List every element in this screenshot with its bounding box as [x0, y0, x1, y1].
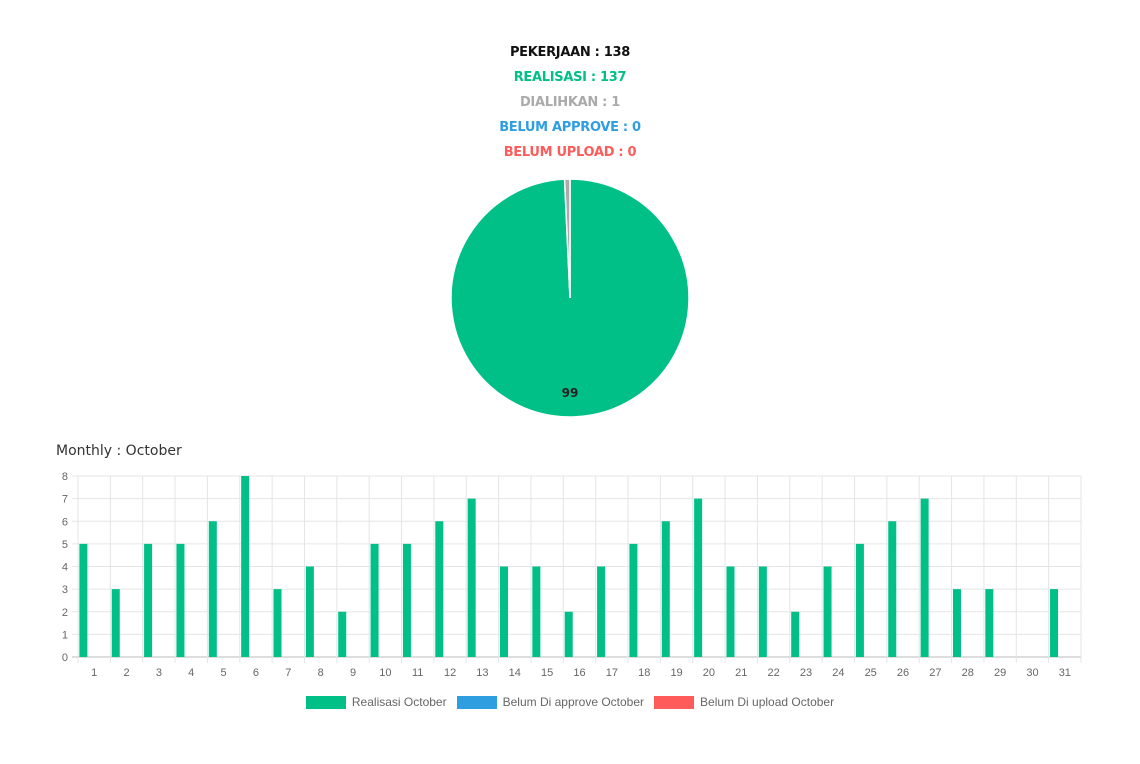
- y-tick-label: 2: [62, 607, 68, 619]
- pie-slice-1[interactable]: [563, 178, 571, 299]
- x-tick-label: 3: [156, 667, 162, 679]
- bar-realisasi-19[interactable]: [661, 521, 670, 657]
- x-tick-label: 8: [318, 667, 324, 679]
- x-tick-label: 25: [865, 667, 877, 679]
- x-tick-label: 1: [91, 667, 97, 679]
- y-tick-label: 3: [62, 584, 68, 596]
- x-tick-label: 14: [509, 667, 521, 679]
- bar-realisasi-21[interactable]: [726, 566, 735, 658]
- bar-realisasi-8[interactable]: [305, 566, 314, 658]
- y-tick-label: 5: [62, 539, 68, 551]
- bar-realisasi-1[interactable]: [79, 543, 88, 657]
- legend-item-realisasi[interactable]: Realisasi October: [305, 695, 447, 709]
- monthly-chart-title: Monthly : October: [56, 443, 182, 459]
- x-tick-label: 23: [800, 667, 812, 679]
- bar-realisasi-15[interactable]: [532, 566, 541, 658]
- x-tick-label: 26: [897, 667, 909, 679]
- x-tick-label: 6: [253, 667, 259, 679]
- x-tick-label: 16: [573, 667, 585, 679]
- x-tick-label: 24: [832, 667, 844, 679]
- bar-realisasi-16[interactable]: [564, 611, 573, 657]
- pekerjaan-total: PEKERJAAN : 138: [509, 45, 631, 60]
- bar-realisasi-14[interactable]: [500, 566, 509, 658]
- bar-realisasi-26[interactable]: [888, 521, 897, 657]
- bar-realisasi-7[interactable]: [273, 589, 282, 657]
- bar-realisasi-17[interactable]: [597, 566, 606, 658]
- legend-item-belum-upload[interactable]: Belum Di upload October: [654, 695, 834, 709]
- x-tick-label: 12: [444, 667, 456, 679]
- bar-realisasi-25[interactable]: [855, 543, 864, 657]
- x-tick-label: 22: [768, 667, 780, 679]
- x-tick-label: 20: [703, 667, 715, 679]
- bar-realisasi-31[interactable]: [1050, 589, 1059, 657]
- bar-realisasi-12[interactable]: [435, 521, 444, 657]
- x-tick-label: 31: [1059, 667, 1071, 679]
- chart-legend: Realisasi October Belum Di approve Octob…: [0, 695, 1140, 709]
- x-tick-label: 7: [285, 667, 291, 679]
- bar-realisasi-20[interactable]: [694, 498, 703, 657]
- x-tick-label: 21: [735, 667, 747, 679]
- x-tick-label: 15: [541, 667, 553, 679]
- bar-realisasi-11[interactable]: [402, 543, 411, 657]
- bar-realisasi-4[interactable]: [176, 543, 185, 657]
- x-tick-label: 17: [606, 667, 618, 679]
- bar-realisasi-6[interactable]: [241, 476, 250, 657]
- legend-swatch-belum-approve: [456, 695, 497, 709]
- x-tick-label: 30: [1026, 667, 1038, 679]
- legend-swatch-realisasi: [305, 695, 346, 709]
- legend-label-belum-approve: Belum Di approve October: [502, 695, 645, 709]
- legend-item-belum-approve[interactable]: Belum Di approve October: [456, 695, 645, 709]
- x-tick-label: 27: [929, 667, 941, 679]
- x-tick-label: 29: [994, 667, 1006, 679]
- x-tick-label: 13: [476, 667, 488, 679]
- pie-chart: 99: [450, 178, 690, 418]
- belum-upload-total: BELUM UPLOAD : 0: [503, 145, 637, 160]
- legend-label-realisasi: Realisasi October: [351, 695, 447, 709]
- x-tick-label: 11: [412, 667, 423, 679]
- belum-approve-total: BELUM APPROVE : 0: [499, 120, 641, 135]
- x-tick-label: 28: [962, 667, 974, 679]
- bar-realisasi-5[interactable]: [208, 521, 217, 657]
- legend-swatch-belum-upload: [654, 695, 695, 709]
- bar-realisasi-13[interactable]: [467, 498, 476, 657]
- pie-data-label: 99: [562, 386, 579, 400]
- bar-realisasi-29[interactable]: [985, 589, 994, 657]
- bar-realisasi-27[interactable]: [920, 498, 929, 657]
- bar-realisasi-24[interactable]: [823, 566, 832, 658]
- x-tick-label: 9: [350, 667, 356, 679]
- x-tick-label: 18: [638, 667, 650, 679]
- bar-realisasi-2[interactable]: [111, 589, 120, 657]
- x-tick-label: 19: [670, 667, 682, 679]
- legend-label-belum-upload: Belum Di upload October: [700, 695, 835, 709]
- x-tick-label: 5: [221, 667, 227, 679]
- y-tick-label: 4: [62, 562, 68, 574]
- realisasi-total: REALISASI : 137: [513, 70, 627, 85]
- bar-realisasi-18[interactable]: [629, 543, 638, 657]
- y-tick-label: 7: [62, 494, 68, 506]
- x-tick-label: 4: [188, 667, 194, 679]
- dialihkan-total: DIALIHKAN : 1: [519, 95, 621, 110]
- bar-realisasi-10[interactable]: [370, 543, 379, 657]
- y-tick-label: 8: [62, 471, 68, 483]
- bar-realisasi-22[interactable]: [758, 566, 767, 658]
- bar-realisasi-28[interactable]: [952, 589, 961, 657]
- y-tick-label: 6: [62, 516, 68, 528]
- y-tick-label: 0: [62, 652, 68, 664]
- x-tick-label: 2: [123, 667, 129, 679]
- bar-realisasi-9[interactable]: [338, 611, 347, 657]
- bar-realisasi-3[interactable]: [144, 543, 153, 657]
- x-tick-label: 10: [379, 667, 391, 679]
- bar-realisasi-23[interactable]: [791, 611, 800, 657]
- summary-stats: PEKERJAAN : 138 REALISASI : 137 DIALIHKA…: [0, 40, 1140, 165]
- y-tick-label: 1: [62, 629, 68, 641]
